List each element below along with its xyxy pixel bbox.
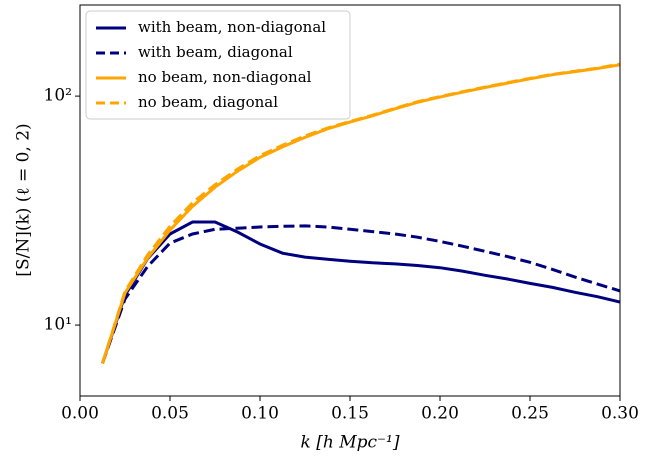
legend: with beam, non-diagonal with beam, diagon…	[85, 10, 351, 120]
x-tick-label: 0.15	[331, 404, 369, 424]
legend-label: no beam, diagonal	[138, 93, 278, 111]
y-tick-label: 10²	[44, 86, 72, 106]
data-line	[101, 62, 621, 364]
data-line	[101, 220, 621, 364]
legend-box	[85, 10, 351, 120]
legend-label: no beam, non-diagonal	[138, 68, 312, 86]
x-tick-label: 0.05	[151, 404, 189, 424]
y-axis-label: [S/N](k) (ℓ = 0, 2)	[14, 123, 34, 276]
x-tick-label: 0.00	[61, 404, 99, 424]
x-tick-label: 0.10	[241, 404, 279, 424]
x-tick-label: 0.20	[421, 404, 459, 424]
plot-frame	[79, 4, 621, 397]
x-axis-label: k [h Mpc⁻¹]	[301, 433, 400, 453]
x-tick-label: 0.25	[511, 404, 549, 424]
legend-label: with beam, non-diagonal	[138, 18, 326, 36]
y-tick-label: 10¹	[44, 315, 72, 335]
x-tick-label: 0.30	[601, 404, 639, 424]
data-line	[101, 224, 621, 364]
legend-label: with beam, diagonal	[138, 43, 293, 61]
